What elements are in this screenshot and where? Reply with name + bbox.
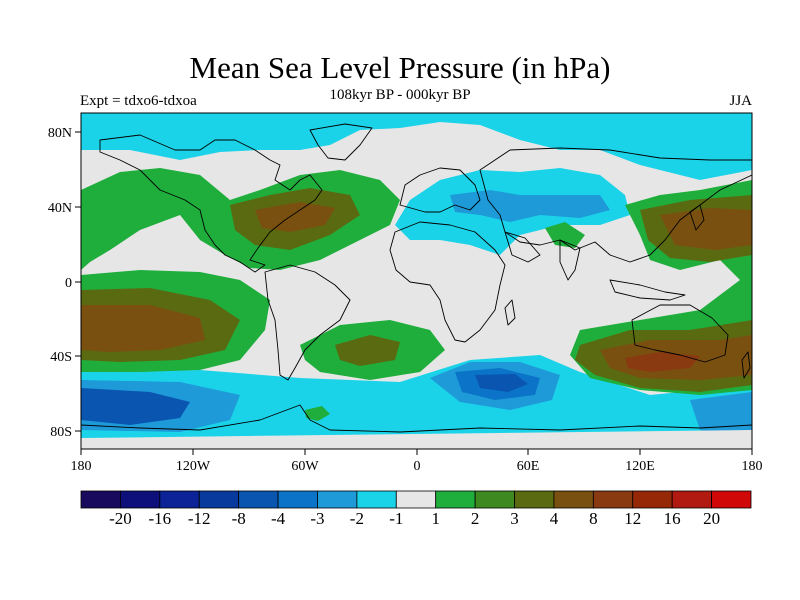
colorbar-swatch (514, 490, 555, 509)
x-tick-label: 60E (517, 459, 540, 474)
axis-ticks (75, 131, 753, 455)
colorbar-label: -16 (148, 509, 171, 528)
coast-africa (389, 221, 506, 343)
colorbar-label: -3 (310, 509, 324, 528)
coast-arabia (504, 231, 541, 263)
colorbar-swatch (592, 490, 634, 509)
colorbar-swatch (80, 490, 121, 509)
southern-ocean-negative-core-2 (475, 374, 528, 392)
colorbar-label: 16 (664, 509, 681, 528)
coast-asia (479, 147, 752, 263)
x-tick-label: 120W (176, 459, 211, 474)
colorbar-swatch (356, 490, 397, 509)
colorbar-label: -2 (350, 509, 364, 528)
colorbar: -20 -16 -12 -8 -4 -3 -2 -1 1 2 3 4 8 12 16 20 (80, 490, 752, 528)
southern-ocean-negative-strong (81, 388, 190, 425)
coast-australia (631, 304, 729, 363)
colorbar-label: -4 (271, 509, 286, 528)
y-tick-label: 40S (50, 350, 72, 365)
colorbar-label: 4 (550, 509, 559, 528)
coast-europe (399, 167, 481, 213)
coast-antarctica (81, 404, 752, 433)
colorbar-swatch (317, 490, 358, 509)
coast-north-america (99, 134, 323, 273)
subpolar-small-positive (305, 406, 330, 421)
coast-greenland (309, 123, 373, 161)
colorbar-label: -20 (109, 509, 132, 528)
pressure-anomaly-field (81, 113, 752, 449)
colorbar-swatch (159, 490, 200, 509)
south-indian-positive-max (625, 352, 700, 372)
colorbar-label: -1 (389, 509, 403, 528)
colorbar-swatch (120, 490, 161, 509)
coast-japan (689, 204, 705, 231)
coastlines (81, 123, 752, 433)
colorbar-swatch (277, 490, 318, 509)
chart-subtitle: 108kyr BP - 000kyr BP (329, 87, 471, 103)
colorbar-label: 2 (471, 509, 480, 528)
colorbar-swatch (198, 490, 240, 509)
colorbar-label: -12 (188, 509, 211, 528)
colorbar-swatch (395, 490, 437, 509)
colorbar-swatch (435, 490, 476, 509)
x-tick-label: 180 (742, 459, 763, 474)
west-pacific-positive-peak (660, 208, 752, 250)
colorbar-swatch (474, 490, 515, 509)
pacific-positive-peak (81, 305, 205, 352)
colorbar-label: 1 (431, 509, 440, 528)
season-label: JJA (729, 93, 752, 109)
y-tick-label: 40N (48, 201, 72, 216)
colorbar-swatch (553, 490, 594, 509)
x-tick-label: 180 (71, 459, 92, 474)
coast-new-zealand (741, 351, 751, 379)
colorbar-swatch (711, 490, 752, 509)
y-tick-label: 0 (65, 276, 72, 291)
chart-title: Mean Sea Level Pressure (in hPa) (189, 50, 611, 85)
colorbar-swatch (238, 490, 279, 509)
antarctic-light-region (81, 430, 752, 449)
coast-madagascar (504, 299, 516, 326)
coast-south-america (264, 264, 351, 381)
colorbar-swatch (671, 490, 712, 509)
coast-india (559, 239, 581, 281)
north-atlantic-positive-peak (255, 202, 335, 232)
colorbar-swatch (632, 490, 673, 509)
arctic-negative-region (81, 113, 752, 180)
experiment-label: Expt = tdxo6-tdxoa (80, 93, 197, 109)
x-tick-label: 60W (291, 459, 319, 474)
colorbar-label: 3 (510, 509, 519, 528)
x-tick-label: 120E (625, 459, 655, 474)
south-atlantic-positive-core (335, 335, 400, 366)
coast-indonesia (609, 279, 686, 301)
colorbar-label: 8 (589, 509, 598, 528)
colorbar-label: -8 (232, 509, 246, 528)
southern-ocean-negative (81, 355, 752, 449)
colorbar-label: 20 (703, 509, 720, 528)
y-tick-label: 80S (50, 425, 72, 440)
colorbar-label: 12 (624, 509, 641, 528)
eurasia-negative-core (450, 190, 610, 222)
x-tick-label: 0 (414, 459, 421, 474)
y-tick-label: 80N (48, 126, 72, 141)
